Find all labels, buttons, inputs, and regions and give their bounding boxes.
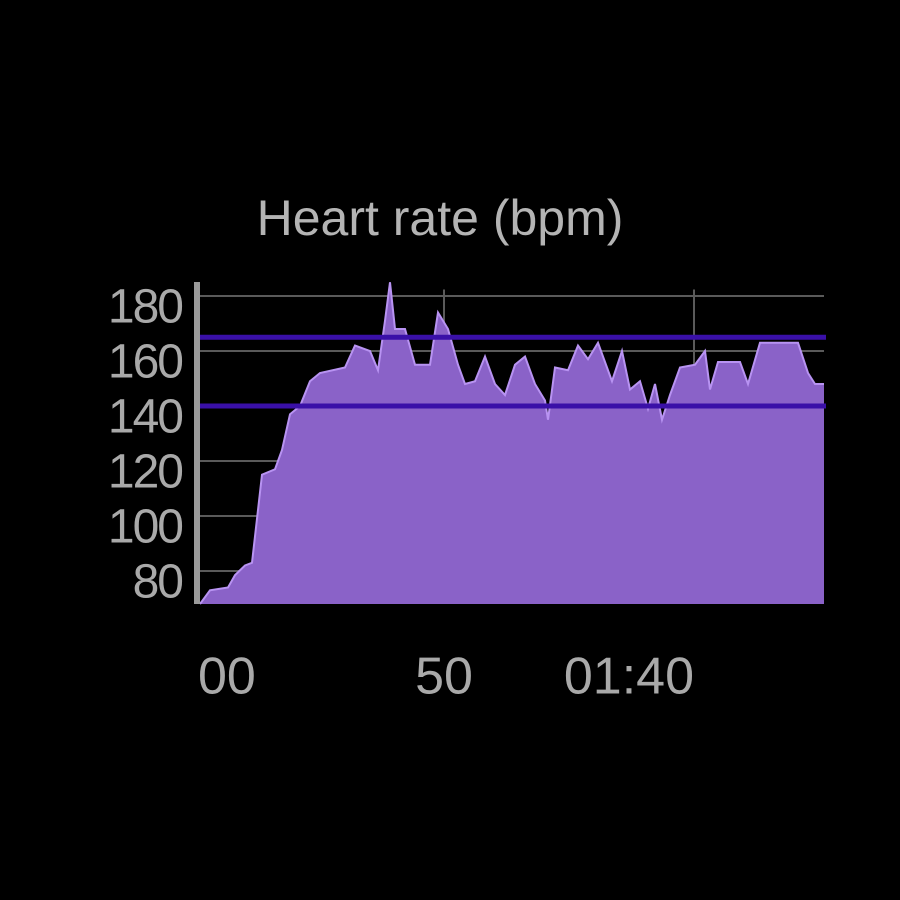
x-tick-label: 50 <box>415 648 473 706</box>
y-tick-label: 80 <box>133 556 183 609</box>
y-tick-label: 120 <box>108 446 182 499</box>
chart-title: Heart rate (bpm) <box>257 190 624 246</box>
y-tick-label: 140 <box>108 391 182 444</box>
y-tick-label: 180 <box>108 281 182 334</box>
x-tick-label: 01:40 <box>564 648 694 706</box>
y-tick-label: 160 <box>108 336 182 389</box>
heart-rate-area <box>200 282 824 604</box>
y-tick-label: 100 <box>108 501 182 554</box>
x-tick-label: 00 <box>198 648 256 706</box>
